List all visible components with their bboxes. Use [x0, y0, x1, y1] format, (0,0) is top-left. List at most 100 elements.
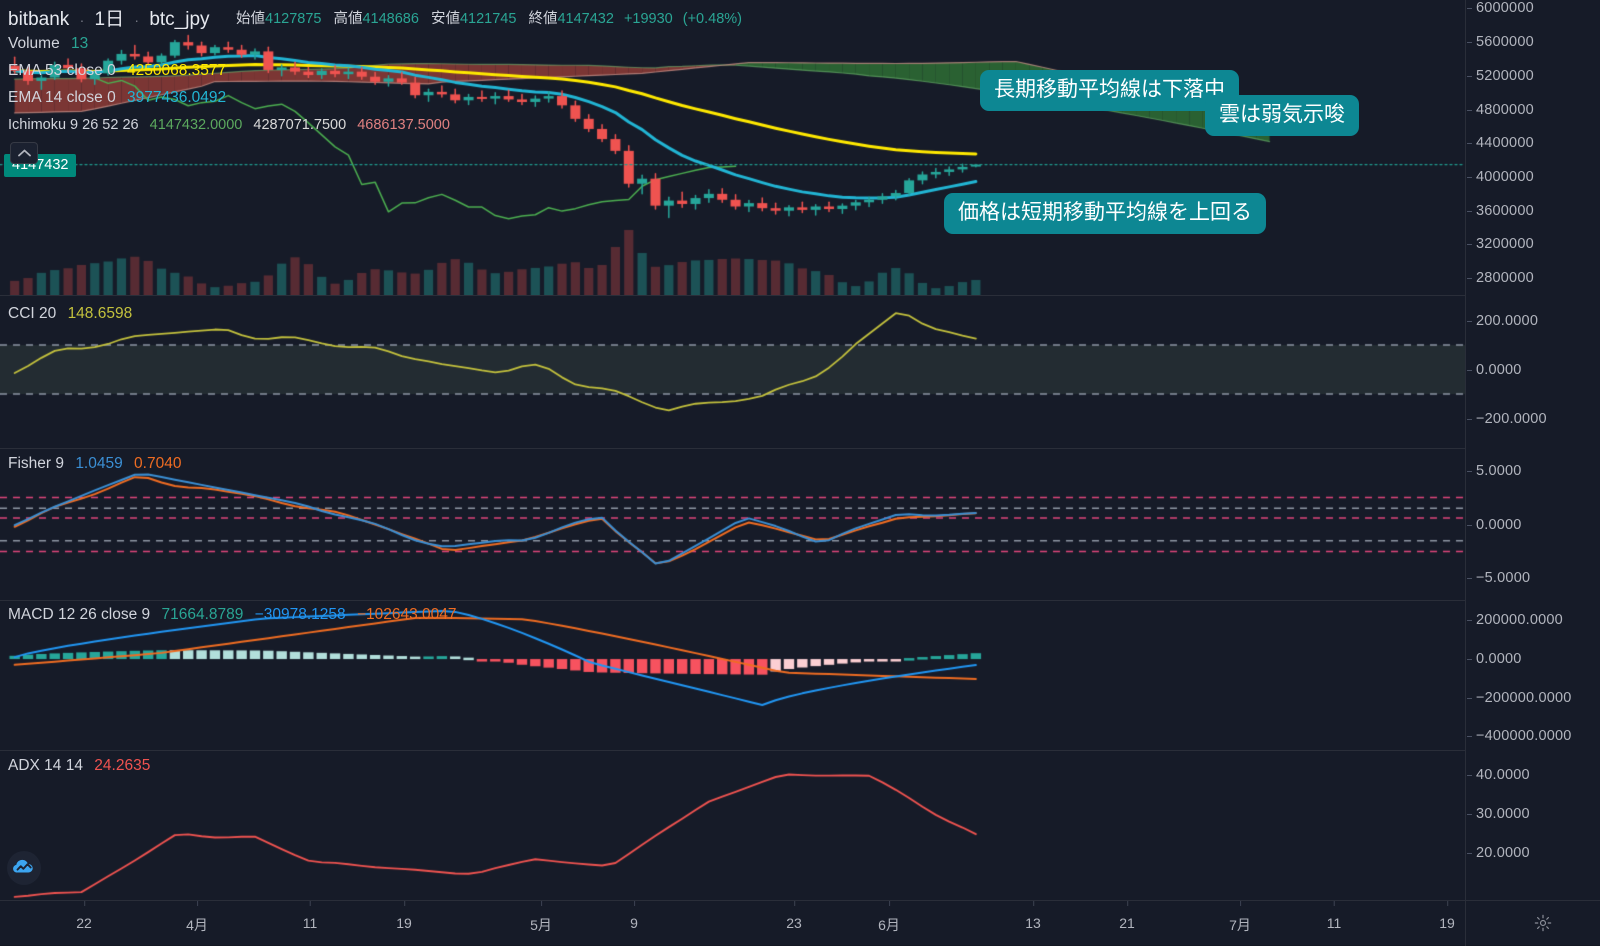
price-axis-tick: 0.0000	[1467, 651, 1522, 668]
ema53-legend[interactable]: EMA 53 close 0 4250068.3577	[8, 63, 226, 79]
price-axis-tick: 20.0000	[1467, 844, 1530, 861]
price-axis-tick: 4000000	[1467, 169, 1534, 185]
time-axis-tick: 22	[76, 901, 92, 931]
ohlc-readout: 始値4127875 高値4148686 安値4121745 終値4147432 …	[236, 7, 742, 28]
open-value: 4127875	[265, 11, 322, 27]
pane-divider-fisher[interactable]	[0, 448, 1600, 449]
pane-divider-cci[interactable]	[0, 295, 1600, 296]
pane-divider-adx[interactable]	[0, 750, 1600, 751]
macd-value-3: −102643.0047	[356, 606, 457, 623]
close-value: 4147432	[557, 11, 614, 27]
ema53-legend-title: EMA 53 close 0	[8, 62, 116, 79]
price-axis-tick: 4800000	[1467, 101, 1534, 118]
ichimoku-legend[interactable]: Ichimoku 9 26 52 26 4147432.0000 4287071…	[8, 118, 450, 133]
price-axis-tick: 5600000	[1467, 34, 1534, 51]
axis-corner	[1465, 901, 1600, 946]
ichimoku-value-3: 4686137.5000	[357, 117, 450, 133]
ichimoku-legend-title: Ichimoku 9 26 52 26	[8, 117, 139, 133]
ema14-legend-value: 3977436.0492	[127, 89, 227, 106]
time-axis-tick: 19	[1439, 901, 1455, 931]
collapse-pane-button[interactable]	[10, 142, 38, 164]
cci-legend[interactable]: CCI 20 148.6598	[8, 306, 132, 322]
high-label: 高値	[333, 11, 363, 27]
pane-divider-macd[interactable]	[0, 600, 1600, 601]
open-label: 始値	[236, 11, 265, 27]
time-axis-tick: 7月	[1229, 901, 1251, 933]
ema53-legend-value: 4250068.3577	[127, 62, 227, 79]
time-axis-tick: 11	[1326, 901, 1342, 931]
price-axis-tick: 200.0000	[1466, 312, 1539, 329]
price-axis[interactable]: 6000000 5600000 5200000 4800000 4400000 40000…	[1465, 0, 1600, 900]
price-pane[interactable]	[0, 0, 1465, 295]
annotation-price-above-ma[interactable]: 価格は短期移動平均線を上回る	[944, 193, 1266, 235]
ema14-legend[interactable]: EMA 14 close 0 3977436.0492	[8, 90, 226, 106]
exchange-label: bitbank	[8, 9, 70, 30]
ichimoku-value-2: 4287071.7500	[253, 117, 347, 133]
price-axis-tick: 40.0000	[1467, 766, 1530, 783]
macd-pane[interactable]	[0, 601, 1465, 750]
change-percent: (+0.48%)	[682, 11, 743, 27]
time-axis-tick: 19	[396, 901, 412, 931]
annotation-cloud-bearish[interactable]: 雲は弱気示唆	[1205, 95, 1359, 137]
cci-pane[interactable]	[0, 296, 1465, 448]
adx-legend-value: 24.2635	[94, 757, 151, 774]
macd-legend-title: MACD 12 26 close 9	[8, 606, 151, 623]
chevron-up-icon	[17, 149, 31, 157]
time-axis-tick: 13	[1025, 901, 1041, 931]
price-axis-tick: 6000000	[1467, 0, 1534, 17]
fisher-value-1: 1.0459	[75, 455, 123, 472]
fisher-legend-title: Fisher 9	[8, 455, 64, 472]
macd-value-2: −30978.1258	[254, 606, 346, 623]
tradingview-logo-watermark	[6, 850, 42, 886]
fisher-legend[interactable]: Fisher 9 1.0459 0.7040	[8, 456, 181, 472]
fisher-value-2: 0.7040	[134, 455, 182, 472]
price-axis-tick: 2800000	[1467, 270, 1534, 287]
low-value: 4121745	[459, 11, 517, 27]
macd-value-1: 71664.8789	[161, 606, 244, 623]
time-axis-tick: 4月	[186, 901, 208, 933]
price-axis-tick: 3600000	[1467, 202, 1534, 219]
time-axis-tick: 9	[630, 901, 638, 931]
fisher-pane[interactable]	[0, 449, 1465, 600]
price-axis-tick: −200000.0000	[1467, 689, 1572, 706]
high-value: 4148686	[362, 11, 419, 27]
time-axis-tick: 6月	[878, 901, 900, 933]
change-value: +19930	[623, 11, 673, 27]
time-axis-tick: 11	[302, 901, 318, 931]
price-axis-tick: 3200000	[1467, 236, 1534, 253]
annotation-long-ma-falling[interactable]: 長期移動平均線は下落中	[980, 70, 1239, 112]
price-axis-tick: −400000.0000	[1467, 728, 1572, 745]
title-sep-1: ·	[79, 11, 85, 28]
interval-label[interactable]: 1日	[94, 9, 125, 30]
gear-icon[interactable]	[1534, 914, 1552, 932]
cloud-chart-icon	[7, 851, 41, 885]
price-axis-tick: 4400000	[1467, 135, 1534, 152]
time-axis[interactable]: 22 4月 11 19 5月 9 23 6月 13 21 7月 11 19	[0, 900, 1600, 946]
ichimoku-value-1: 4147432.0000	[149, 117, 243, 133]
close-label: 終値	[528, 11, 558, 27]
macd-legend[interactable]: MACD 12 26 close 9 71664.8789 −30978.125…	[8, 607, 457, 623]
volume-legend-value: 13	[71, 35, 89, 52]
cci-legend-title: CCI 20	[8, 305, 57, 322]
ema14-legend-title: EMA 14 close 0	[8, 89, 116, 106]
price-axis-tick: 200000.0000	[1467, 612, 1563, 629]
volume-legend[interactable]: Volume 13	[8, 36, 88, 52]
price-axis-tick: 0.0000	[1467, 516, 1522, 533]
chart-title: bitbank · 1日 · btc_jpy	[8, 4, 210, 31]
price-axis-tick: 0.0000	[1467, 361, 1522, 378]
time-axis-tick: 5月	[530, 901, 552, 933]
price-axis-tick: −200.0000	[1467, 410, 1547, 427]
adx-pane[interactable]	[0, 751, 1465, 900]
time-axis-tick: 21	[1119, 901, 1135, 931]
price-axis-tick: 30.0000	[1467, 805, 1530, 822]
low-label: 安値	[430, 11, 460, 27]
cci-legend-value: 148.6598	[67, 305, 133, 322]
adx-legend-title: ADX 14 14	[8, 757, 83, 774]
time-axis-tick: 23	[786, 901, 802, 931]
title-sep-2: ·	[134, 11, 140, 28]
price-axis-tick: 5200000	[1467, 67, 1534, 84]
price-axis-tick: −5.0000	[1466, 570, 1531, 587]
adx-legend[interactable]: ADX 14 14 24.2635	[8, 758, 150, 774]
price-axis-tick: 5.0000	[1467, 462, 1522, 479]
symbol-label[interactable]: btc_jpy	[149, 9, 210, 30]
